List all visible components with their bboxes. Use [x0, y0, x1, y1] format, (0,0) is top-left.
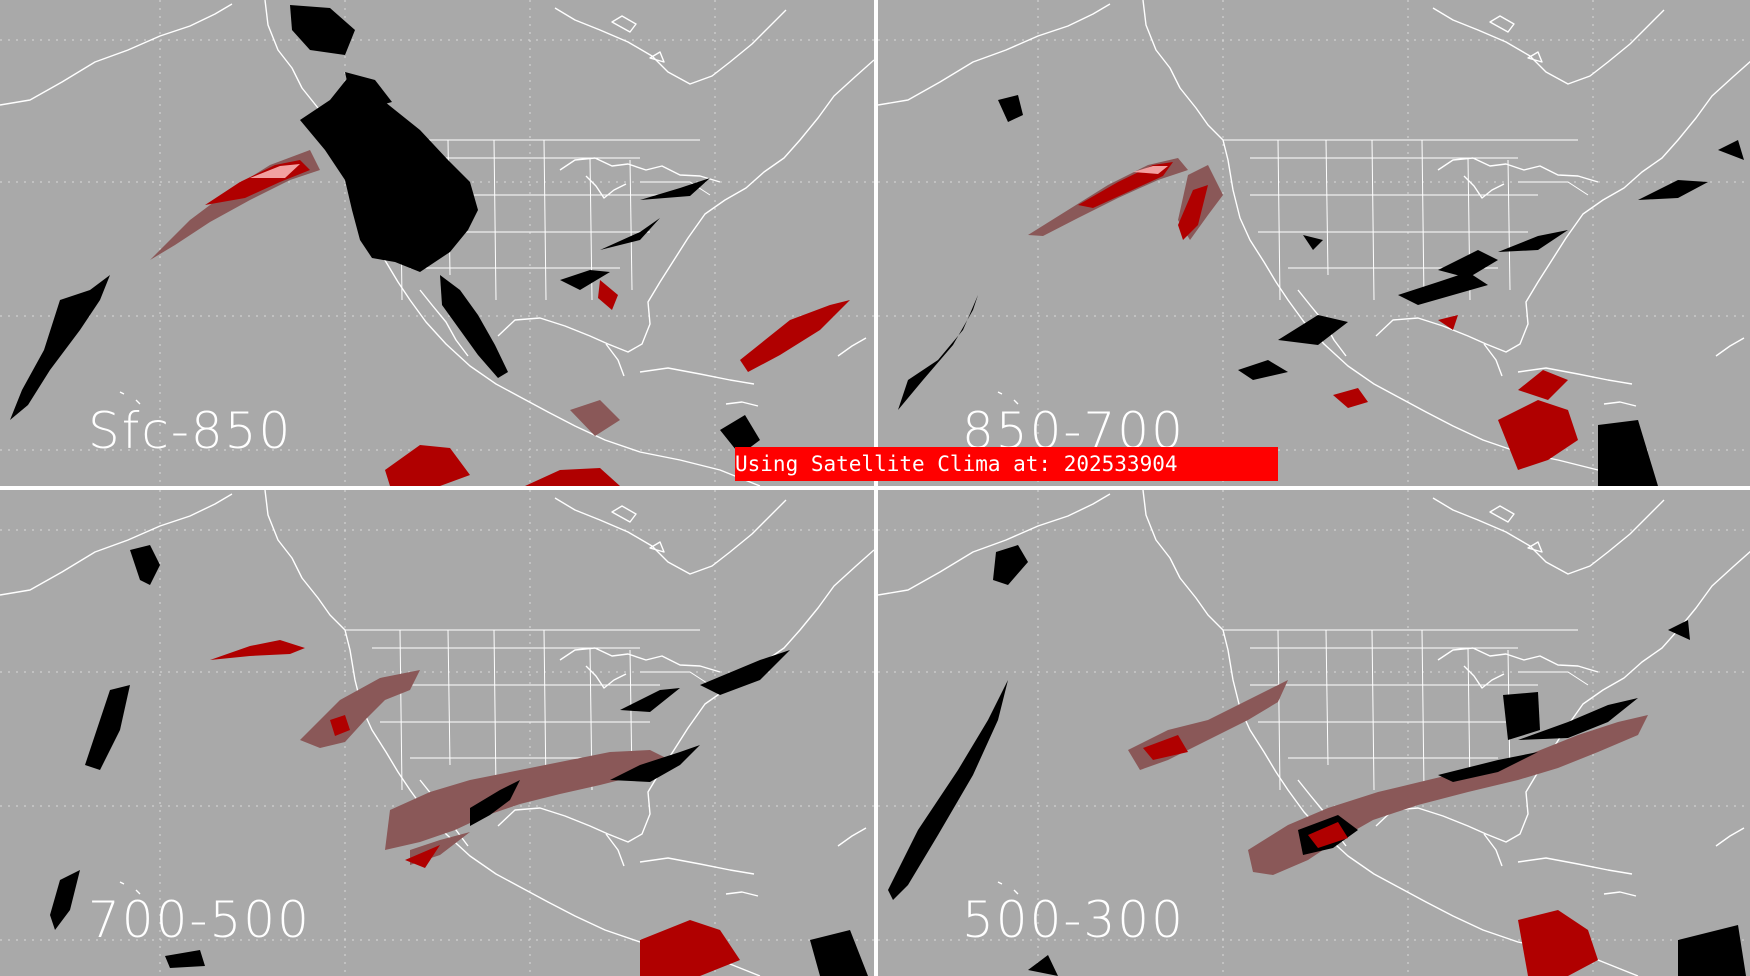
horizontal-divider [0, 486, 1750, 490]
panel-label-500-300: 500-300 [962, 891, 1185, 949]
panel-label-700-500: 700-500 [88, 891, 311, 949]
panel-label-sfc-850: Sfc-850 [88, 402, 293, 460]
satellite-climo-banner: Using Satellite Clima at: 202533904 [735, 447, 1278, 481]
